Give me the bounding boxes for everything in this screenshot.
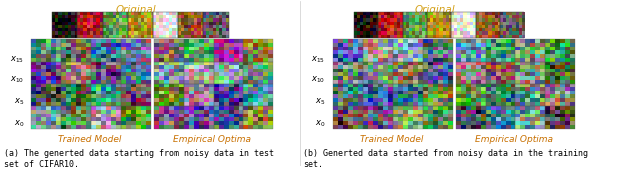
Text: Original: Original xyxy=(116,6,156,16)
Bar xyxy=(204,12,228,38)
Bar xyxy=(91,106,121,129)
Bar xyxy=(515,62,545,84)
Bar xyxy=(121,84,151,106)
Bar xyxy=(333,62,363,84)
Bar xyxy=(393,84,423,106)
Bar xyxy=(354,12,378,38)
Bar xyxy=(456,39,486,62)
Bar xyxy=(451,12,476,38)
Text: (a) The generted data starting from noisy data in test
set of CIFAR10.: (a) The generted data starting from nois… xyxy=(4,149,275,169)
Bar xyxy=(31,106,61,129)
Text: Original: Original xyxy=(415,6,455,16)
Text: Empirical Optima: Empirical Optima xyxy=(476,135,553,144)
Bar xyxy=(393,62,423,84)
Bar xyxy=(333,39,363,62)
Bar xyxy=(214,39,243,62)
Bar xyxy=(363,106,393,129)
Bar xyxy=(91,39,121,62)
Bar xyxy=(393,39,423,62)
Bar xyxy=(486,62,515,84)
Bar xyxy=(243,62,273,84)
Bar xyxy=(515,84,545,106)
Bar xyxy=(423,39,452,62)
Text: (b) Generted data started from noisy data in the training
set.: (b) Generted data started from noisy dat… xyxy=(303,149,588,169)
Bar xyxy=(31,62,61,84)
Text: $x_0$: $x_0$ xyxy=(315,119,325,129)
Bar xyxy=(333,84,363,106)
Text: Trained Model: Trained Model xyxy=(360,135,424,144)
Bar xyxy=(476,12,500,38)
Bar xyxy=(153,12,178,38)
Bar xyxy=(363,39,393,62)
Bar xyxy=(243,84,273,106)
Bar xyxy=(486,39,515,62)
Bar xyxy=(545,62,575,84)
Bar xyxy=(545,39,575,62)
Bar xyxy=(423,84,452,106)
Bar xyxy=(184,84,214,106)
Bar xyxy=(61,39,91,62)
Bar xyxy=(545,106,575,129)
Bar xyxy=(121,62,151,84)
Bar xyxy=(363,62,393,84)
Bar xyxy=(52,12,77,38)
Text: $x_{10}$: $x_{10}$ xyxy=(10,75,24,85)
Bar xyxy=(456,84,486,106)
Bar xyxy=(427,12,451,38)
Bar xyxy=(456,106,486,129)
Text: $x_{15}$: $x_{15}$ xyxy=(311,54,325,65)
Bar xyxy=(91,62,121,84)
Bar xyxy=(486,106,515,129)
Text: Empirical Optima: Empirical Optima xyxy=(173,135,252,144)
Bar xyxy=(154,62,184,84)
Bar xyxy=(363,84,393,106)
Bar xyxy=(423,106,452,129)
Bar xyxy=(393,106,423,129)
Bar xyxy=(184,39,214,62)
Text: $x_{15}$: $x_{15}$ xyxy=(10,54,24,65)
Bar xyxy=(184,106,214,129)
Bar xyxy=(154,84,184,106)
Bar xyxy=(154,106,184,129)
Bar xyxy=(214,62,243,84)
Bar xyxy=(61,62,91,84)
Bar xyxy=(243,39,273,62)
Text: $x_5$: $x_5$ xyxy=(13,96,24,107)
Bar xyxy=(61,106,91,129)
Bar xyxy=(178,12,204,38)
Bar xyxy=(128,12,153,38)
Bar xyxy=(515,106,545,129)
Text: $x_0$: $x_0$ xyxy=(13,119,24,129)
Text: $x_{10}$: $x_{10}$ xyxy=(311,75,325,85)
Bar xyxy=(184,62,214,84)
Bar xyxy=(121,39,151,62)
Bar xyxy=(423,62,452,84)
Text: Trained Model: Trained Model xyxy=(58,135,122,144)
Bar xyxy=(378,12,403,38)
Bar xyxy=(121,106,151,129)
Text: $x_5$: $x_5$ xyxy=(315,96,325,107)
Bar xyxy=(214,106,243,129)
Bar xyxy=(214,84,243,106)
Bar xyxy=(77,12,102,38)
Bar xyxy=(333,106,363,129)
Bar xyxy=(545,84,575,106)
Bar xyxy=(31,84,61,106)
Bar xyxy=(243,106,273,129)
Bar xyxy=(102,12,128,38)
Bar xyxy=(154,39,184,62)
Bar xyxy=(456,62,486,84)
Bar xyxy=(500,12,524,38)
Bar xyxy=(61,84,91,106)
Bar xyxy=(486,84,515,106)
Bar xyxy=(403,12,427,38)
Bar xyxy=(31,39,61,62)
Bar xyxy=(515,39,545,62)
Bar xyxy=(91,84,121,106)
